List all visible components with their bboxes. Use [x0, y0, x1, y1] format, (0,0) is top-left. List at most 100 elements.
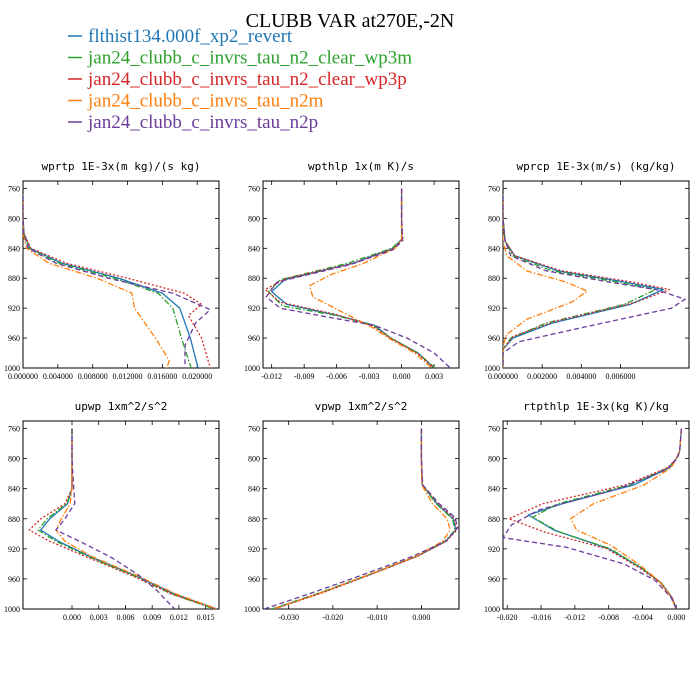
panel: wpthlp 1x(m K)/s7608008408809209601000-0… [244, 160, 460, 381]
series-line [264, 428, 459, 609]
y-tick-label: 1000 [484, 605, 500, 614]
legend-entry: jan24_clubb_c_invrs_tau_n2_clear_wp3p [87, 69, 407, 90]
x-tick-label: 0.006000 [605, 372, 635, 381]
series-line [37, 428, 215, 609]
series-line [271, 428, 456, 609]
x-tick-label: 0.006 [116, 613, 134, 622]
y-tick-label: 800 [488, 214, 500, 223]
x-tick-label: -0.004 [632, 613, 653, 622]
y-tick-label: 1000 [244, 364, 260, 373]
y-tick-label: 960 [488, 334, 500, 343]
y-tick-label: 840 [488, 485, 500, 494]
x-tick-label: -0.010 [367, 613, 388, 622]
y-tick-label: 960 [248, 334, 260, 343]
y-tick-label: 840 [248, 244, 260, 253]
y-tick-label: 920 [248, 545, 260, 554]
x-tick-label: 0.000 [63, 613, 81, 622]
series-line [308, 188, 433, 368]
x-tick-label: -0.008 [598, 613, 619, 622]
x-tick-label: 0.012000 [113, 372, 143, 381]
y-tick-label: 1000 [484, 364, 500, 373]
figure-title: CLUBB VAR at270E,-2N [246, 10, 455, 32]
series-line [28, 428, 217, 609]
panel-title: wpthlp 1x(m K)/s [308, 160, 414, 173]
series-line [23, 188, 211, 368]
series-line [23, 188, 170, 368]
y-tick-label: 840 [488, 244, 500, 253]
y-tick-label: 880 [248, 515, 260, 524]
plot-frame [502, 420, 690, 610]
series-line [264, 188, 435, 368]
series-line [40, 428, 217, 609]
series-line [503, 188, 657, 368]
series-line [55, 428, 175, 609]
series-line [272, 428, 451, 609]
panel: wprtp 1E-3x(m kg)/(s kg) 760 800 840 880 920 9… [4, 160, 220, 381]
x-tick-label: -0.006 [326, 372, 347, 381]
x-tick-label: 0.015 [197, 613, 215, 622]
x-tick-label: -0.020 [497, 613, 518, 622]
x-tick-label: -0.020 [323, 613, 344, 622]
x-tick-label: 0.000 [412, 613, 430, 622]
x-tick-label: -0.012 [261, 372, 282, 381]
x-tick-label: -0.003 [359, 372, 380, 381]
panel-title: wprtp 1E-3x(m kg)/(s kg) [42, 160, 201, 173]
series-line [569, 428, 683, 609]
y-tick-label: 800 [248, 214, 260, 223]
y-tick-label: 880 [488, 274, 500, 283]
y-tick-label: 840 [248, 485, 260, 494]
plot-frame [502, 180, 690, 369]
series-line [527, 428, 683, 609]
x-tick-label: 0.000 [393, 372, 411, 381]
panel: rtpthlp 1E-3x(kg K)/kg 760 800 840 880 920 960… [484, 400, 690, 622]
series-line [503, 188, 686, 368]
y-tick-label: 760 [488, 184, 500, 193]
y-tick-label: 880 [8, 515, 20, 524]
panel: wprcp 1E-3x(m/s) (kg/kg) 760 800 840 880 920 9… [484, 160, 690, 381]
x-tick-label: -0.016 [531, 613, 552, 622]
y-tick-label: 880 [8, 274, 20, 283]
y-tick-label: 840 [8, 244, 20, 253]
x-tick-label: 0.003 [90, 613, 108, 622]
y-tick-label: 960 [8, 575, 20, 584]
y-tick-label: 880 [488, 515, 500, 524]
y-tick-label: 920 [488, 304, 500, 313]
x-tick-label: 0.004000 [43, 372, 73, 381]
y-tick-label: 920 [8, 545, 20, 554]
plot-frame [22, 420, 220, 610]
plot-frame [22, 180, 220, 369]
y-tick-label: 760 [8, 425, 20, 434]
series-line [265, 188, 451, 368]
series-line [55, 428, 218, 609]
x-tick-label: 0.016000 [147, 372, 177, 381]
y-tick-label: 880 [248, 274, 260, 283]
panel-title: upwp 1xm^2/s^2 [75, 400, 168, 413]
panel-title: vpwp 1xm^2/s^2 [315, 400, 408, 413]
panel-title: wprcp 1E-3x(m/s) (kg/kg) [517, 160, 676, 173]
y-tick-label: 800 [8, 455, 20, 464]
series-line [503, 428, 683, 609]
x-tick-label: -0.009 [294, 372, 315, 381]
y-tick-label: 920 [248, 304, 260, 313]
x-tick-label: 0.000 [667, 613, 685, 622]
y-tick-label: 960 [248, 575, 260, 584]
x-tick-label: 0.009 [143, 613, 161, 622]
panels: wprtp 1E-3x(m kg)/(s kg) 760 800 840 880 920 9… [4, 160, 690, 622]
x-tick-label: 0.000000 [488, 372, 518, 381]
panel: upwp 1xm^2/s^2 760 800 840 880 920 960 1000 0.00… [4, 400, 220, 622]
y-tick-label: 1000 [244, 605, 260, 614]
x-tick-label: 0.000000 [8, 372, 38, 381]
y-tick-label: 1000 [4, 364, 20, 373]
panel: vpwp 1xm^2/s^2 760 800 840 880 920 960 1000 -0.0… [244, 400, 460, 622]
x-tick-label: 0.003 [425, 372, 443, 381]
plot-frame [262, 420, 460, 610]
y-tick-label: 760 [248, 425, 260, 434]
legend-entry: flthist134.000f_xp2_revert [88, 26, 293, 47]
series-line [503, 188, 588, 368]
y-tick-label: 840 [8, 485, 20, 494]
x-tick-label: 0.012 [170, 613, 188, 622]
legend-entry: jan24_clubb_c_invrs_tau_n2_clear_wp3m [87, 48, 412, 69]
x-tick-label: -0.030 [278, 613, 299, 622]
legend-entry: jan24_clubb_c_invrs_tau_n2m [87, 91, 324, 112]
series-line [272, 428, 457, 609]
